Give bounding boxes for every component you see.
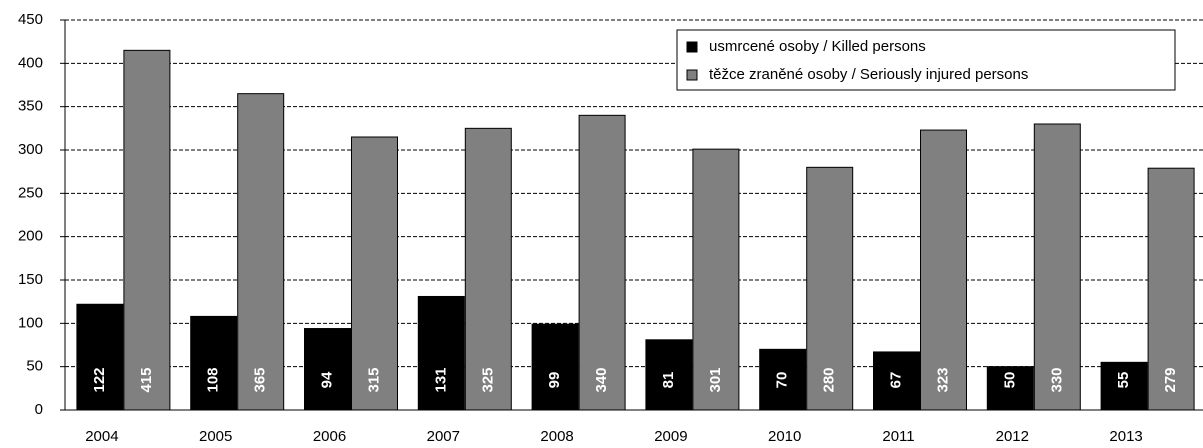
data-label: 67: [887, 372, 904, 389]
data-label: 323: [934, 367, 951, 392]
bar: [76, 303, 124, 411]
data-label: 301: [707, 367, 724, 392]
y-tick-label: 300: [18, 141, 43, 158]
legend-label: usmrcené osoby / Killed persons: [709, 38, 926, 55]
data-label: 50: [1001, 372, 1018, 389]
legend-box: [676, 29, 1176, 91]
bar: [464, 127, 512, 411]
y-tick-label: 250: [18, 184, 43, 201]
data-label: 108: [205, 367, 222, 392]
data-label: 99: [546, 372, 563, 389]
bar: [692, 148, 740, 411]
data-label: 415: [138, 367, 155, 392]
y-tick-label: 100: [18, 314, 43, 331]
bar: [1100, 361, 1148, 411]
bar: [986, 366, 1034, 411]
y-tick-label: 50: [26, 358, 43, 375]
bar: [806, 166, 854, 411]
bar: [645, 339, 693, 411]
bar: [759, 348, 807, 411]
x-tick-label: 2012: [996, 428, 1029, 445]
data-label: 94: [318, 371, 335, 388]
x-tick-label: 2009: [654, 428, 687, 445]
bar: [417, 295, 465, 411]
x-tick-label: 2007: [427, 428, 460, 445]
x-tick-label: 2013: [1109, 428, 1142, 445]
bar: [1033, 123, 1081, 411]
y-tick-label: 200: [18, 228, 43, 245]
data-label: 279: [1162, 367, 1179, 392]
bar: [351, 136, 398, 411]
x-tick-label: 2005: [199, 428, 232, 445]
y-tick-label: 400: [18, 54, 43, 71]
x-tick-label: 2011: [882, 428, 914, 445]
legend-swatch: [686, 69, 698, 81]
bar: [531, 323, 579, 411]
bar: [920, 129, 967, 411]
bar: [190, 315, 238, 411]
legend-swatch: [686, 41, 698, 53]
x-tick-label: 2004: [85, 428, 118, 445]
data-label: 70: [774, 372, 791, 389]
bar: [1147, 167, 1195, 411]
data-label: 365: [252, 367, 269, 392]
data-label: 55: [1115, 372, 1132, 389]
data-label: 122: [91, 367, 108, 392]
data-label: 315: [365, 367, 382, 392]
bar: [578, 114, 626, 411]
data-label: 340: [593, 367, 610, 392]
data-label: 81: [660, 372, 677, 389]
y-tick-label: 150: [18, 271, 43, 288]
legend-label: těžce zraněné osoby / Seriously injured …: [709, 66, 1028, 83]
y-tick-label: 450: [18, 11, 43, 28]
y-tick-label: 0: [35, 401, 43, 418]
x-tick-label: 2008: [540, 428, 573, 445]
y-tick-label: 350: [18, 98, 43, 115]
bar: [873, 351, 920, 411]
bar: [304, 328, 351, 411]
bar: [123, 49, 171, 411]
x-tick-label: 2010: [768, 428, 801, 445]
data-label: 131: [432, 367, 449, 392]
x-tick-label: 2006: [313, 428, 346, 445]
data-label: 280: [821, 367, 838, 392]
data-label: 330: [1048, 367, 1065, 392]
bar: [237, 93, 285, 411]
data-label: 325: [479, 367, 496, 392]
